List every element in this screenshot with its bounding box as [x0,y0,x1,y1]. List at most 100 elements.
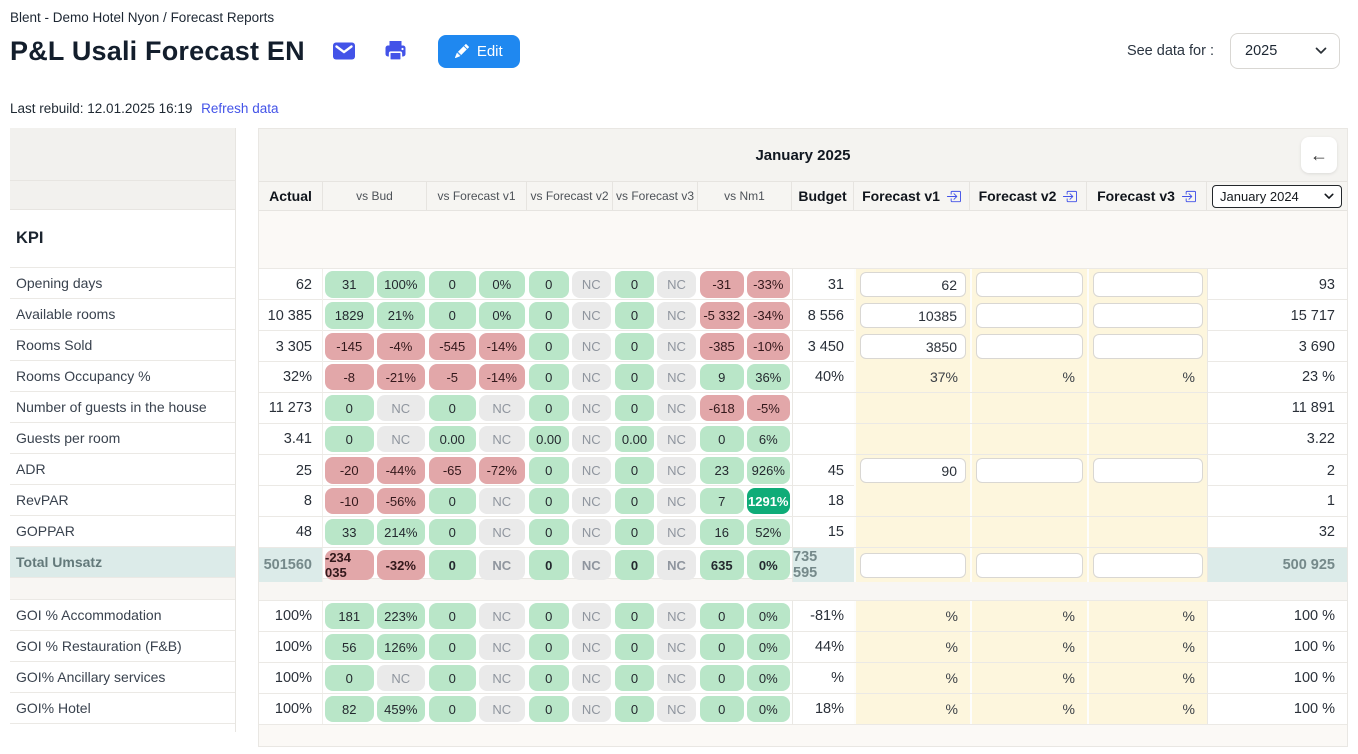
vs-cell: 0 0% [698,632,792,662]
forecast-cell: % [1087,632,1207,662]
table-gap-row [259,579,1347,601]
diff-pill: 82 [325,696,374,722]
budget-cell: 3 450 [792,331,854,362]
forecast-value: % [1182,639,1195,655]
vs-cell: 0 0% [427,269,527,300]
diff-pill: 0 [529,488,569,514]
diff-pill: 0.00 [429,426,476,452]
table-row: 3.41 0 NC 0.00 NC 0.00 NC 0.00 NC 0 6% 3.22 [259,424,1347,455]
forecast-value: % [1182,701,1195,717]
forecast-input[interactable] [860,458,966,483]
refresh-data-link[interactable]: Refresh data [201,101,279,116]
pct-pill: NC [571,426,611,452]
column-header-vs-forecast-v1: vs Forecast v1 [427,182,527,210]
diff-pill: 0 [529,395,569,421]
forecast-input[interactable] [1093,272,1203,297]
actual-cell: 11 273 [259,393,323,423]
forecast-input[interactable] [1093,458,1203,483]
vs-cell: 0 NC [527,455,613,486]
diff-pill: 0 [615,488,654,514]
import-arrow-icon[interactable] [1181,189,1196,204]
pct-pill: NC [571,603,611,629]
forecast-input[interactable] [860,272,966,297]
budget-cell: % [792,663,854,693]
actual-cell: 8 [259,486,323,516]
edit-button[interactable]: Edit [437,34,520,68]
forecast-cell: % [1087,663,1207,693]
forecast-cell [1087,331,1207,362]
pct-pill: 0% [746,550,790,580]
actual-cell: 3 305 [259,331,323,362]
sidebar-bottom-spacer [10,724,235,732]
forecast-input[interactable] [976,303,1083,328]
actual-cell: 3.41 [259,424,323,454]
prev-month-cell: 2 [1207,455,1347,486]
actual-cell: 100% [259,694,323,724]
vs-cell: 0 NC [613,517,698,547]
pct-pill: 1291% [746,488,790,514]
pct-pill: 459% [376,696,425,722]
forecast-input[interactable] [1093,303,1203,328]
envelope-icon[interactable] [331,39,357,63]
compare-month-select[interactable]: January 2024 [1212,184,1342,208]
import-arrow-icon[interactable] [1062,189,1078,204]
diff-pill: 33 [325,519,374,545]
pct-pill: NC [478,634,525,660]
forecast-input[interactable] [976,552,1083,578]
forecast-value: % [1182,608,1195,624]
budget-cell: 40% [792,362,854,392]
table-row: 100% 82 459% 0 NC 0 NC 0 NC 0 0% 18%%%% 100 % [259,694,1347,725]
vs-cell: 0 NC [613,393,698,423]
kpi-row-label: Total Umsatz [10,547,235,578]
prev-month-cell: 15 717 [1207,300,1347,331]
forecast-input[interactable] [860,334,966,359]
diff-pill: 0 [529,333,569,360]
forecast-cell: % [1087,601,1207,631]
vs-cell: -8 -21% [323,362,427,392]
actual-cell: 48 [259,517,323,547]
pct-pill: NC [376,395,425,421]
diff-pill: 16 [700,519,744,545]
vs-cell: 0 NC [613,694,698,724]
prev-month-cell: 1 [1207,486,1347,516]
column-header-vs-forecast-v3: vs Forecast v3 [613,182,698,210]
forecast-input[interactable] [860,303,966,328]
pct-pill: NC [657,696,696,722]
vs-cell: 56 126% [323,632,427,662]
kpi-row-label: GOI% Ancillary services [10,662,235,693]
actual-cell: 501560 [259,548,323,582]
forecast-input[interactable] [1093,334,1203,359]
diff-pill: 0 [615,364,654,390]
forecast-input[interactable] [976,272,1083,297]
pct-pill: NC [478,696,525,722]
forecast-cell: % [854,601,970,631]
arrow-left-icon[interactable]: ← [1301,137,1337,173]
forecast-input[interactable] [1093,552,1203,578]
forecast-input[interactable] [976,334,1083,359]
pct-pill: 223% [376,603,425,629]
vs-cell: 0 NC [613,632,698,662]
forecast-cell [970,486,1087,516]
diff-pill: 635 [700,550,744,580]
forecast-value: % [1062,639,1075,655]
vs-cell: 33 214% [323,517,427,547]
last-rebuild-text: Last rebuild: 12.01.2025 16:19 [10,101,193,116]
vs-cell: -5 332 -34% [698,300,792,331]
vs-cell: 0 NC [613,663,698,693]
year-select[interactable]: 2025 [1230,33,1340,69]
diff-pill: -5 332 [700,302,744,329]
diff-pill: 0 [429,603,476,629]
forecast-input[interactable] [860,552,966,578]
forecast-input[interactable] [976,458,1083,483]
vs-cell: 0 NC [323,424,427,454]
import-arrow-icon[interactable] [946,189,961,204]
diff-pill: 0.00 [529,426,569,452]
printer-icon[interactable] [383,39,408,63]
pencil-icon [454,44,469,58]
budget-cell: 15 [792,517,854,547]
vs-cell: 0 NC [613,486,698,516]
pct-pill: NC [571,488,611,514]
forecast-cell [854,331,970,362]
diff-pill: 0 [700,696,744,722]
forecast-value: % [1062,608,1075,624]
